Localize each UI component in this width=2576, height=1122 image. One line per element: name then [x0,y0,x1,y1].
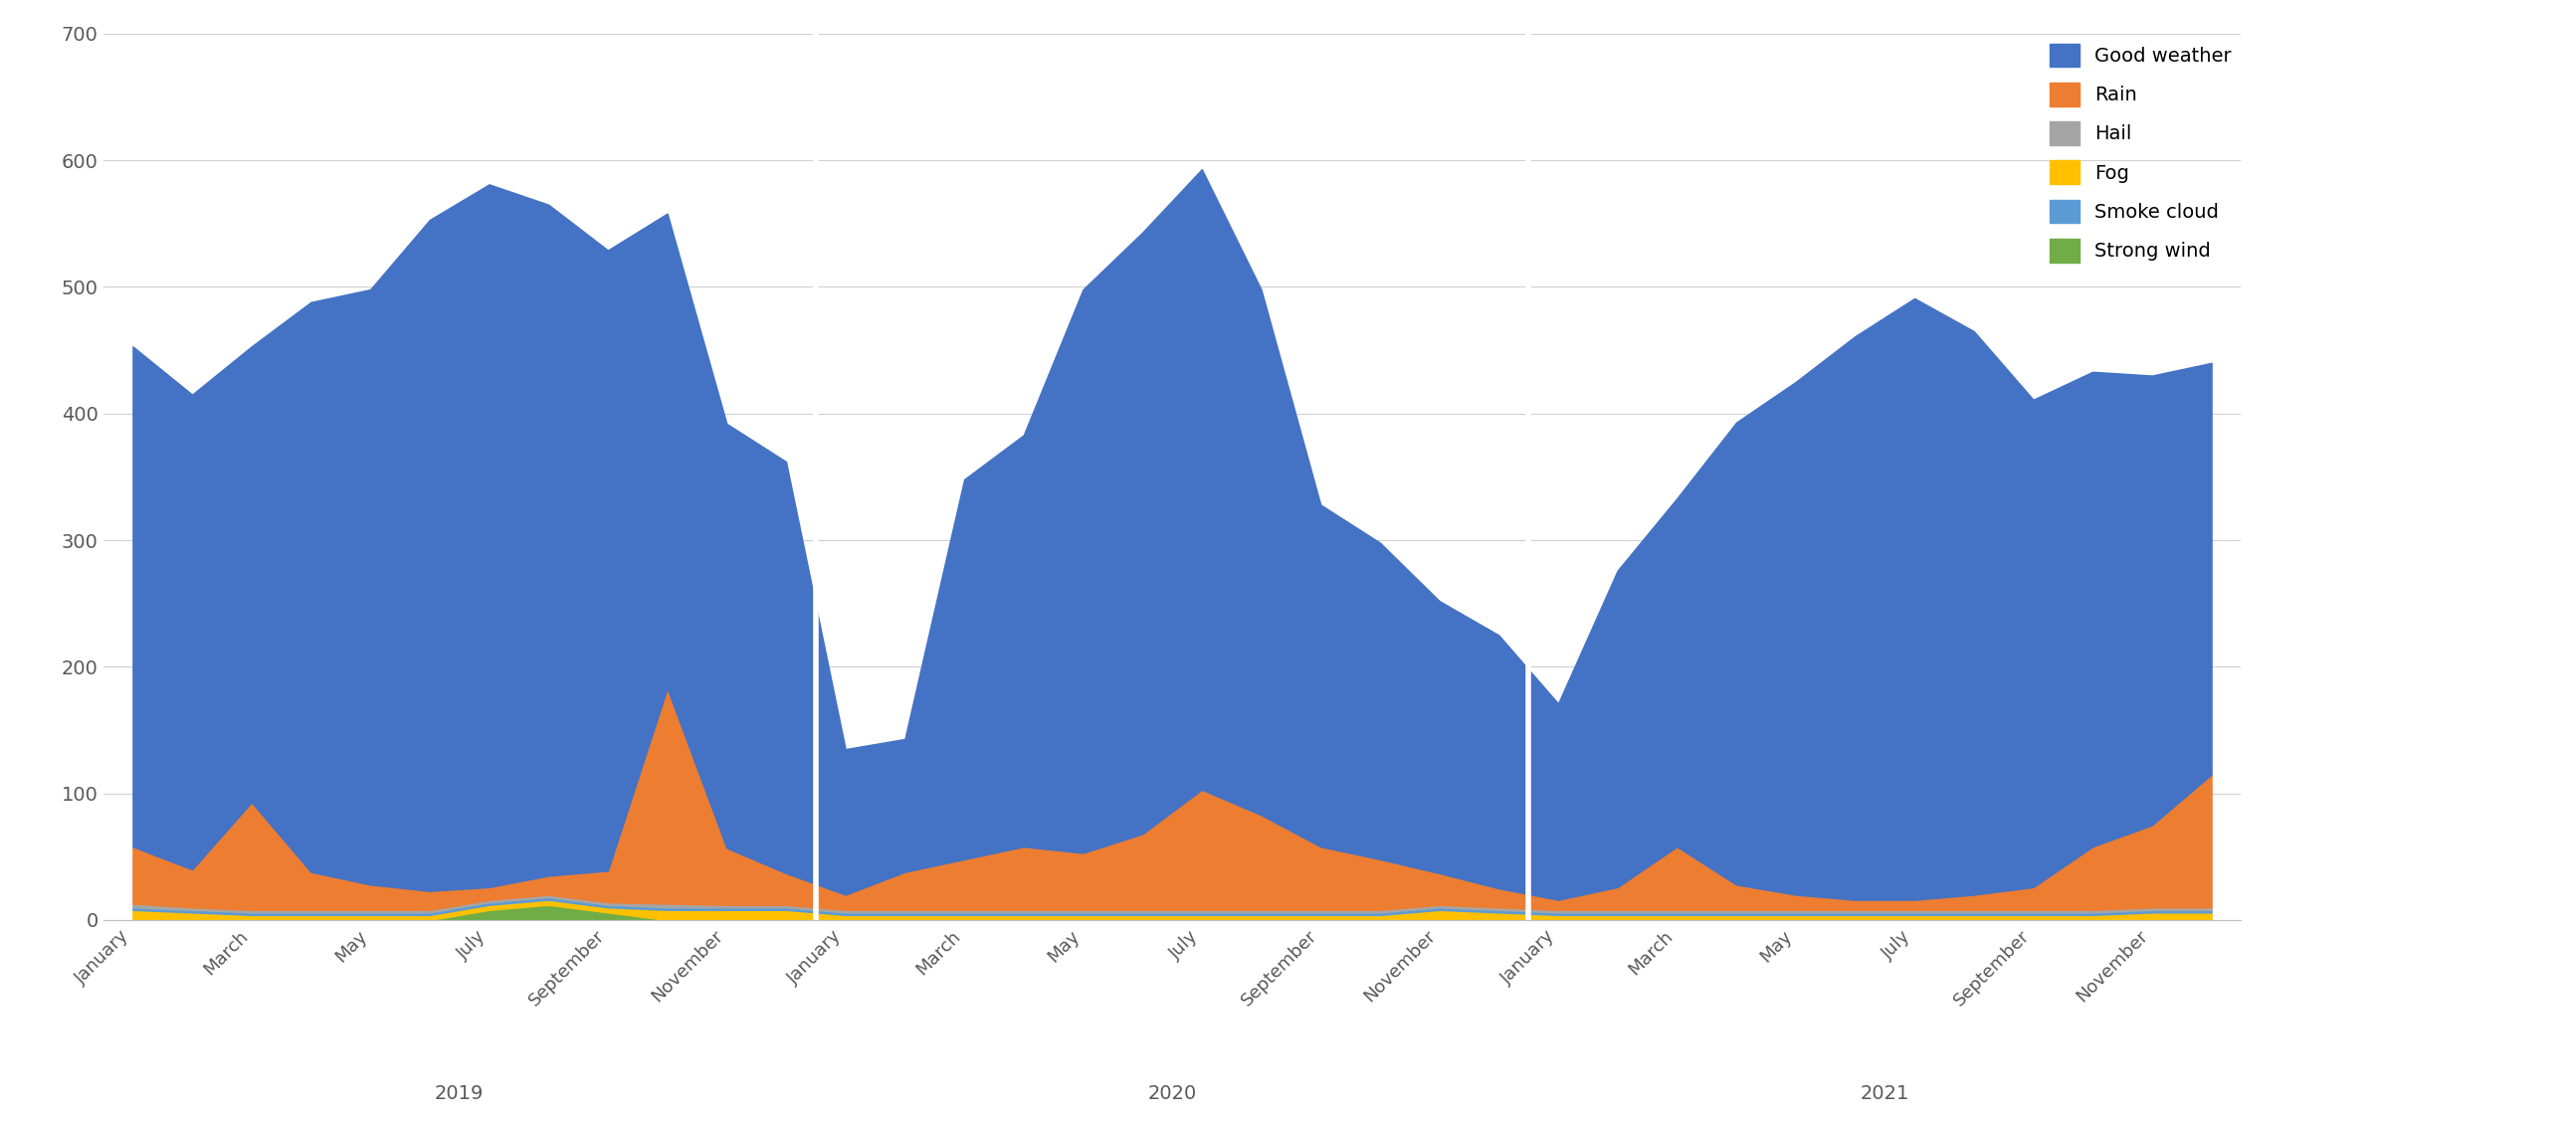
Legend: Good weather, Rain, Hail, Fog, Smoke cloud, Strong wind: Good weather, Rain, Hail, Fog, Smoke clo… [2050,44,2231,263]
Text: 2019: 2019 [435,1085,484,1104]
Text: 2020: 2020 [1146,1085,1198,1104]
Text: 2021: 2021 [1860,1085,1909,1104]
